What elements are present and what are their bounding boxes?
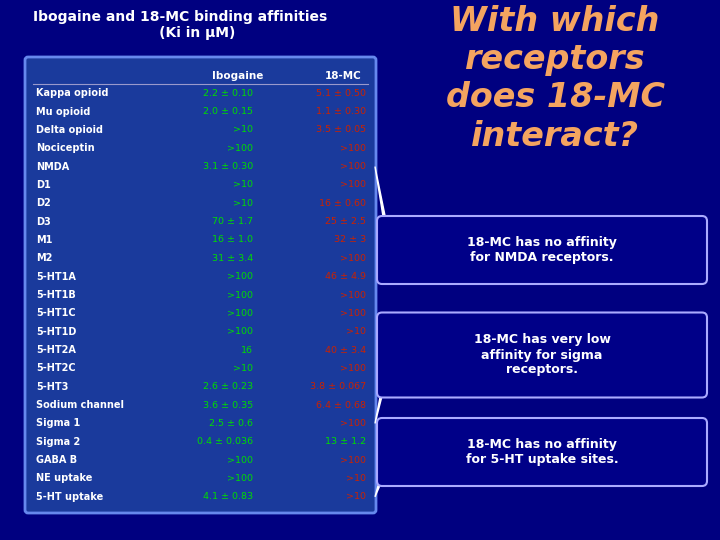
Text: 5-HT1B: 5-HT1B [36,290,76,300]
Text: >10: >10 [233,125,253,134]
Text: D1: D1 [36,180,50,190]
Text: >100: >100 [227,456,253,464]
Text: >100: >100 [227,309,253,318]
Text: >100: >100 [340,291,366,300]
Text: >100: >100 [340,144,366,153]
Text: >100: >100 [340,309,366,318]
Text: >10: >10 [233,180,253,190]
Text: 18-MC has no affinity
for NMDA receptors.: 18-MC has no affinity for NMDA receptors… [467,236,617,264]
Text: 3.5 ± 0.05: 3.5 ± 0.05 [316,125,366,134]
Text: >100: >100 [340,254,366,263]
Text: Nociceptin: Nociceptin [36,143,94,153]
Text: >100: >100 [340,162,366,171]
Text: 2.6 ± 0.23: 2.6 ± 0.23 [203,382,253,392]
Text: 70 ± 1.7: 70 ± 1.7 [212,217,253,226]
FancyBboxPatch shape [377,216,707,284]
Text: Sigma 2: Sigma 2 [36,437,80,447]
Text: >100: >100 [227,272,253,281]
Text: 3.6 ± 0.35: 3.6 ± 0.35 [203,401,253,409]
FancyBboxPatch shape [25,57,376,513]
Text: >10: >10 [233,199,253,208]
Text: 18-MC: 18-MC [325,71,361,81]
Text: 6.4 ± 0.68: 6.4 ± 0.68 [316,401,366,409]
Text: 31 ± 3.4: 31 ± 3.4 [212,254,253,263]
Text: >10: >10 [233,364,253,373]
Text: 2.5 ± 0.6: 2.5 ± 0.6 [209,419,253,428]
Text: 16 ± 0.60: 16 ± 0.60 [319,199,366,208]
Text: 5-HT uptake: 5-HT uptake [36,492,103,502]
Text: 4.1 ± 0.83: 4.1 ± 0.83 [203,492,253,501]
Text: >100: >100 [340,364,366,373]
Text: GABA B: GABA B [36,455,77,465]
Polygon shape [375,166,390,260]
Text: 25 ± 2.5: 25 ± 2.5 [325,217,366,226]
Text: 3.1 ± 0.30: 3.1 ± 0.30 [203,162,253,171]
Text: 40 ± 3.4: 40 ± 3.4 [325,346,366,355]
Text: >100: >100 [227,144,253,153]
Text: 16 ± 1.0: 16 ± 1.0 [212,235,253,245]
Text: >100: >100 [227,474,253,483]
Text: >100: >100 [227,291,253,300]
Text: NE uptake: NE uptake [36,474,92,483]
Text: 5-HT1C: 5-HT1C [36,308,76,319]
Text: 18-MC has very low
affinity for sigma
receptors.: 18-MC has very low affinity for sigma re… [474,334,611,376]
Text: 2.2 ± 0.10: 2.2 ± 0.10 [203,89,253,98]
Text: 1.1 ± 0.30: 1.1 ± 0.30 [316,107,366,116]
Text: 5-HT3: 5-HT3 [36,382,68,392]
Text: 16: 16 [241,346,253,355]
Text: 5-HT2C: 5-HT2C [36,363,76,373]
Text: >100: >100 [340,419,366,428]
Polygon shape [375,442,390,497]
Text: 32 ± 3: 32 ± 3 [334,235,366,245]
Polygon shape [375,345,390,423]
Text: Mu opioid: Mu opioid [36,106,91,117]
FancyBboxPatch shape [377,418,707,486]
Text: >10: >10 [346,474,366,483]
Text: D2: D2 [36,198,50,208]
Text: M2: M2 [36,253,53,264]
Text: NMDA: NMDA [36,161,69,172]
Text: 3.8 ± 0.067: 3.8 ± 0.067 [310,382,366,392]
Text: 46 ± 4.9: 46 ± 4.9 [325,272,366,281]
Text: >10: >10 [346,327,366,336]
Text: M1: M1 [36,235,53,245]
Text: Sigma 1: Sigma 1 [36,418,80,428]
Text: >100: >100 [340,456,366,464]
Text: Ibogaine and 18-MC binding affinities
       (Ki in μM): Ibogaine and 18-MC binding affinities (K… [33,10,327,40]
Text: 5-HT2A: 5-HT2A [36,345,76,355]
Text: 18-MC has no affinity
for 5-HT uptake sites.: 18-MC has no affinity for 5-HT uptake si… [466,438,618,466]
Text: 5-HT1D: 5-HT1D [36,327,76,337]
Text: 13 ± 1.2: 13 ± 1.2 [325,437,366,446]
Text: Ibogaine: Ibogaine [212,71,264,81]
Text: 0.4 ± 0.036: 0.4 ± 0.036 [197,437,253,446]
Text: 5-HT1A: 5-HT1A [36,272,76,282]
Text: D3: D3 [36,217,50,227]
Text: >100: >100 [340,180,366,190]
Text: Kappa opioid: Kappa opioid [36,88,109,98]
Text: >100: >100 [227,327,253,336]
Text: Sodium channel: Sodium channel [36,400,124,410]
Text: With which
receptors
does 18-MC
interact?: With which receptors does 18-MC interact… [446,5,665,153]
Text: 5.1 ± 0.50: 5.1 ± 0.50 [316,89,366,98]
Text: >10: >10 [346,492,366,501]
Text: Delta opioid: Delta opioid [36,125,103,135]
FancyBboxPatch shape [377,313,707,397]
Text: 2.0 ± 0.15: 2.0 ± 0.15 [203,107,253,116]
